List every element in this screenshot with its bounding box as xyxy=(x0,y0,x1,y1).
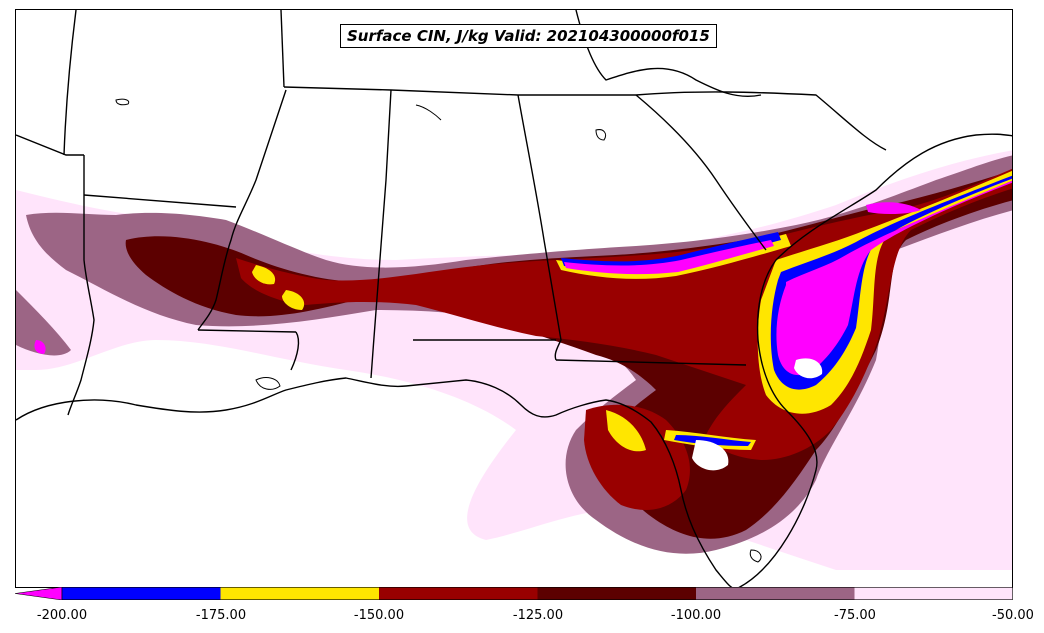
colorbar-bin-pale-pink xyxy=(854,587,1013,600)
colorbar-bin-mauve xyxy=(696,587,855,600)
colorbar-tick-label: -150.00 xyxy=(353,608,405,623)
colorbar-tick-label: -175.00 xyxy=(195,608,247,623)
state-boundaries xyxy=(16,10,1012,587)
colorbar-tick-label: -50.00 xyxy=(992,608,1034,623)
colorbar-tick-label: -200.00 xyxy=(36,608,88,623)
colorbar-bin-red xyxy=(379,587,538,600)
cin-holes xyxy=(692,358,823,471)
map-canvas xyxy=(16,10,1012,587)
map-title: Surface CIN, J/kg Valid: 202104300000f01… xyxy=(340,24,717,48)
colorbar-tick-label: -125.00 xyxy=(512,608,564,623)
map-panel: Surface CIN, J/kg Valid: 202104300000f01… xyxy=(15,9,1013,588)
colorbar-bin-dark-maroon xyxy=(537,587,696,600)
colorbar-outline xyxy=(61,587,1013,600)
cin-level-magenta xyxy=(34,180,1012,376)
colorbar-extend-below xyxy=(15,587,63,600)
colorbar xyxy=(15,587,1013,600)
colorbar-tick-label: -100.00 xyxy=(670,608,722,623)
lakes xyxy=(115,98,762,563)
colorbar-bin-yellow xyxy=(220,587,379,600)
colorbar-bin-blue xyxy=(62,587,221,600)
cin-shading xyxy=(16,150,1012,571)
colorbar-tick-label: -75.00 xyxy=(834,608,876,623)
